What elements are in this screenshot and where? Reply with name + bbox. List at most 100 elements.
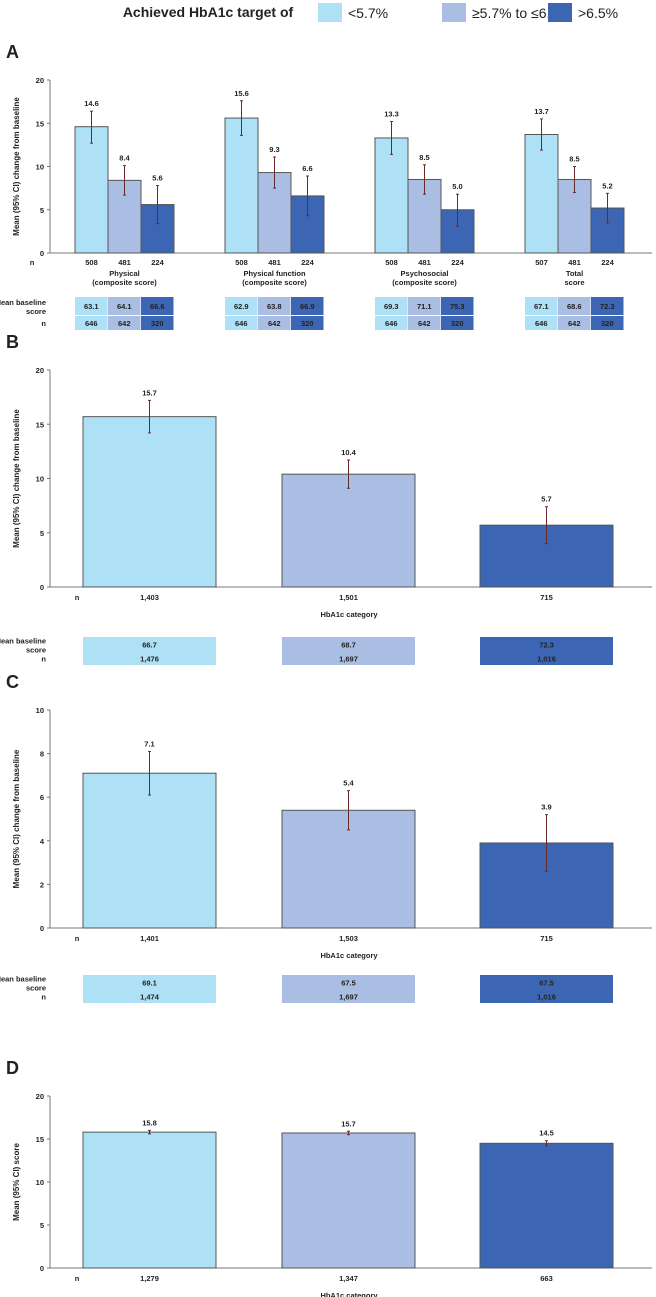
data-label: 15.7 — [341, 1119, 356, 1128]
n-label: n — [30, 258, 35, 267]
data-label: 8.5 — [569, 155, 579, 164]
baseline-n: 1,016 — [537, 655, 556, 664]
n-value: 481 — [568, 258, 581, 267]
baseline-value: 67.1 — [534, 302, 549, 311]
x-axis-label: HbA1c category — [320, 610, 378, 619]
data-label: 5.0 — [452, 182, 462, 191]
bar — [140, 204, 175, 254]
baseline-n: 1,476 — [140, 655, 159, 664]
legend-title: Achieved HbA1c target of — [123, 4, 294, 20]
bar — [479, 1142, 614, 1269]
table-cell — [141, 297, 174, 315]
data-label: 6.6 — [302, 164, 312, 173]
baseline-value: 64.1 — [117, 302, 132, 311]
table-cell — [282, 990, 415, 1003]
y-axis-label: Mean (95% CI) score — [12, 1143, 21, 1221]
data-label: 5.7 — [541, 495, 551, 504]
y-tick-label: 15 — [36, 119, 44, 128]
data-label: 5.4 — [343, 779, 354, 788]
n-value: 508 — [385, 258, 398, 267]
y-tick-label: 10 — [36, 706, 44, 715]
y-tick-label: 5 — [40, 206, 44, 215]
baseline-n: 1,016 — [537, 993, 556, 1002]
baseline-value: 72.3 — [539, 641, 554, 650]
y-tick-label: 15 — [36, 1135, 44, 1144]
y-tick-label: 8 — [40, 750, 44, 759]
n-label: n — [75, 593, 80, 602]
baseline-value: 68.7 — [341, 641, 356, 650]
data-label: 8.5 — [419, 153, 429, 162]
bar — [82, 416, 217, 588]
baseline-n: 642 — [118, 319, 131, 328]
baseline-value: 66.7 — [142, 641, 157, 650]
n-value: 508 — [235, 258, 248, 267]
baseline-value: 69.1 — [142, 979, 157, 988]
y-axis-label: Mean (95% CI) change from baseline — [12, 749, 21, 888]
table-cell — [558, 316, 591, 330]
n-value: 224 — [601, 258, 614, 267]
baseline-n: 646 — [85, 319, 98, 328]
table-cell — [75, 297, 108, 315]
table-cell — [83, 990, 216, 1003]
baseline-value: 66.9 — [300, 302, 315, 311]
bar — [74, 126, 109, 254]
y-axis-label: Mean (95% CI) change from baseline — [12, 409, 21, 548]
data-label: 5.6 — [152, 174, 162, 183]
bar — [281, 473, 416, 588]
data-label: 7.1 — [144, 739, 154, 748]
bar — [281, 1132, 416, 1269]
n-value: 224 — [301, 258, 314, 267]
y-tick-label: 6 — [40, 793, 44, 802]
table-cell — [408, 297, 441, 315]
baseline-value: 67.5 — [341, 979, 356, 988]
bar — [374, 137, 409, 254]
table-cell — [480, 975, 613, 990]
bar — [82, 1131, 217, 1269]
legend-swatch — [318, 3, 342, 22]
legend-label: >6.5% — [578, 5, 618, 21]
data-label: 15.6 — [234, 89, 249, 98]
baseline-value: 71.1 — [417, 302, 432, 311]
data-label: 10.4 — [341, 448, 356, 457]
panel-label: C — [6, 672, 19, 692]
table-cell — [258, 316, 291, 330]
bar — [524, 133, 559, 254]
legend-label: ≥5.7% to ≤6.5 — [472, 5, 558, 21]
table-cell — [108, 297, 141, 315]
x-axis-label: HbA1c category — [320, 1291, 378, 1297]
category-label: Total score — [564, 269, 584, 287]
y-tick-label: 10 — [36, 1178, 44, 1187]
table-cell — [108, 316, 141, 330]
category-label: Physical (composite score) — [92, 269, 157, 287]
y-tick-label: 15 — [36, 420, 44, 429]
n-value: 508 — [85, 258, 98, 267]
category-label: Physical function (composite score) — [242, 269, 307, 287]
table-cell — [282, 975, 415, 990]
baseline-value: 75.3 — [450, 302, 465, 311]
legend-label: <5.7% — [348, 5, 388, 21]
baseline-n: 1,697 — [339, 993, 358, 1002]
baseline-n: 1,474 — [140, 993, 160, 1002]
y-tick-label: 20 — [36, 1092, 44, 1101]
y-tick-label: 0 — [40, 1264, 44, 1273]
baseline-n: 642 — [418, 319, 431, 328]
table-cell — [258, 297, 291, 315]
table-cell — [525, 297, 558, 315]
panel-label: A — [6, 42, 19, 62]
table-label: n — [41, 319, 46, 328]
category-label: Psychosocial (composite score) — [392, 269, 457, 287]
baseline-n: 320 — [151, 319, 164, 328]
table-cell — [225, 297, 258, 315]
data-label: 14.6 — [84, 99, 99, 108]
y-tick-label: 4 — [40, 837, 45, 846]
table-cell — [282, 652, 415, 665]
table-cell — [558, 297, 591, 315]
data-label: 13.7 — [534, 107, 549, 116]
n-value: 507 — [535, 258, 548, 267]
y-axis-label: Mean (95% CI) change from baseline — [12, 97, 21, 236]
table-cell — [291, 297, 324, 315]
table-cell — [375, 297, 408, 315]
y-tick-label: 0 — [40, 583, 44, 592]
n-value: 1,403 — [140, 593, 159, 602]
